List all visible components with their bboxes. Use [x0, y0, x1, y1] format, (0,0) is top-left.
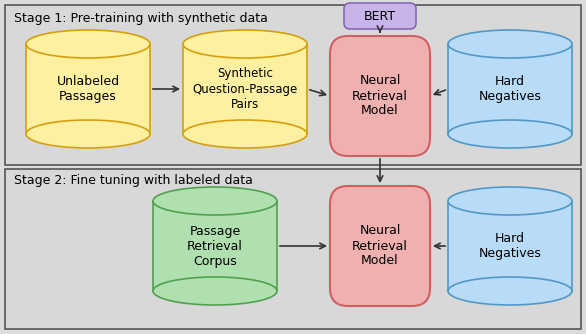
Bar	[448, 44, 572, 134]
Text: BERT: BERT	[364, 9, 396, 22]
Bar	[183, 44, 307, 134]
Text: Neural
Retrieval
Model: Neural Retrieval Model	[352, 74, 408, 118]
FancyBboxPatch shape	[330, 186, 430, 306]
Bar	[153, 201, 277, 291]
Text: Synthetic
Question-Passage
Pairs: Synthetic Question-Passage Pairs	[192, 67, 298, 111]
Bar	[5, 5, 581, 165]
Ellipse shape	[153, 277, 277, 305]
Text: Passage
Retrieval
Corpus: Passage Retrieval Corpus	[187, 224, 243, 268]
Ellipse shape	[183, 30, 307, 58]
FancyBboxPatch shape	[344, 3, 416, 29]
Ellipse shape	[26, 30, 150, 58]
Ellipse shape	[448, 277, 572, 305]
Bar	[26, 44, 150, 134]
Text: Stage 1: Pre-training with synthetic data: Stage 1: Pre-training with synthetic dat…	[14, 12, 268, 25]
Ellipse shape	[183, 120, 307, 148]
FancyBboxPatch shape	[330, 36, 430, 156]
Ellipse shape	[448, 30, 572, 58]
Text: Hard
Negatives: Hard Negatives	[479, 232, 541, 260]
Text: Unlabeled
Passages: Unlabeled Passages	[56, 75, 120, 103]
Bar	[5, 169, 581, 329]
Ellipse shape	[26, 120, 150, 148]
Text: Neural
Retrieval
Model: Neural Retrieval Model	[352, 224, 408, 268]
Text: Stage 2: Fine tuning with labeled data: Stage 2: Fine tuning with labeled data	[14, 174, 253, 187]
Ellipse shape	[448, 187, 572, 215]
Bar	[448, 201, 572, 291]
Ellipse shape	[153, 187, 277, 215]
Ellipse shape	[448, 120, 572, 148]
Text: Hard
Negatives: Hard Negatives	[479, 75, 541, 103]
